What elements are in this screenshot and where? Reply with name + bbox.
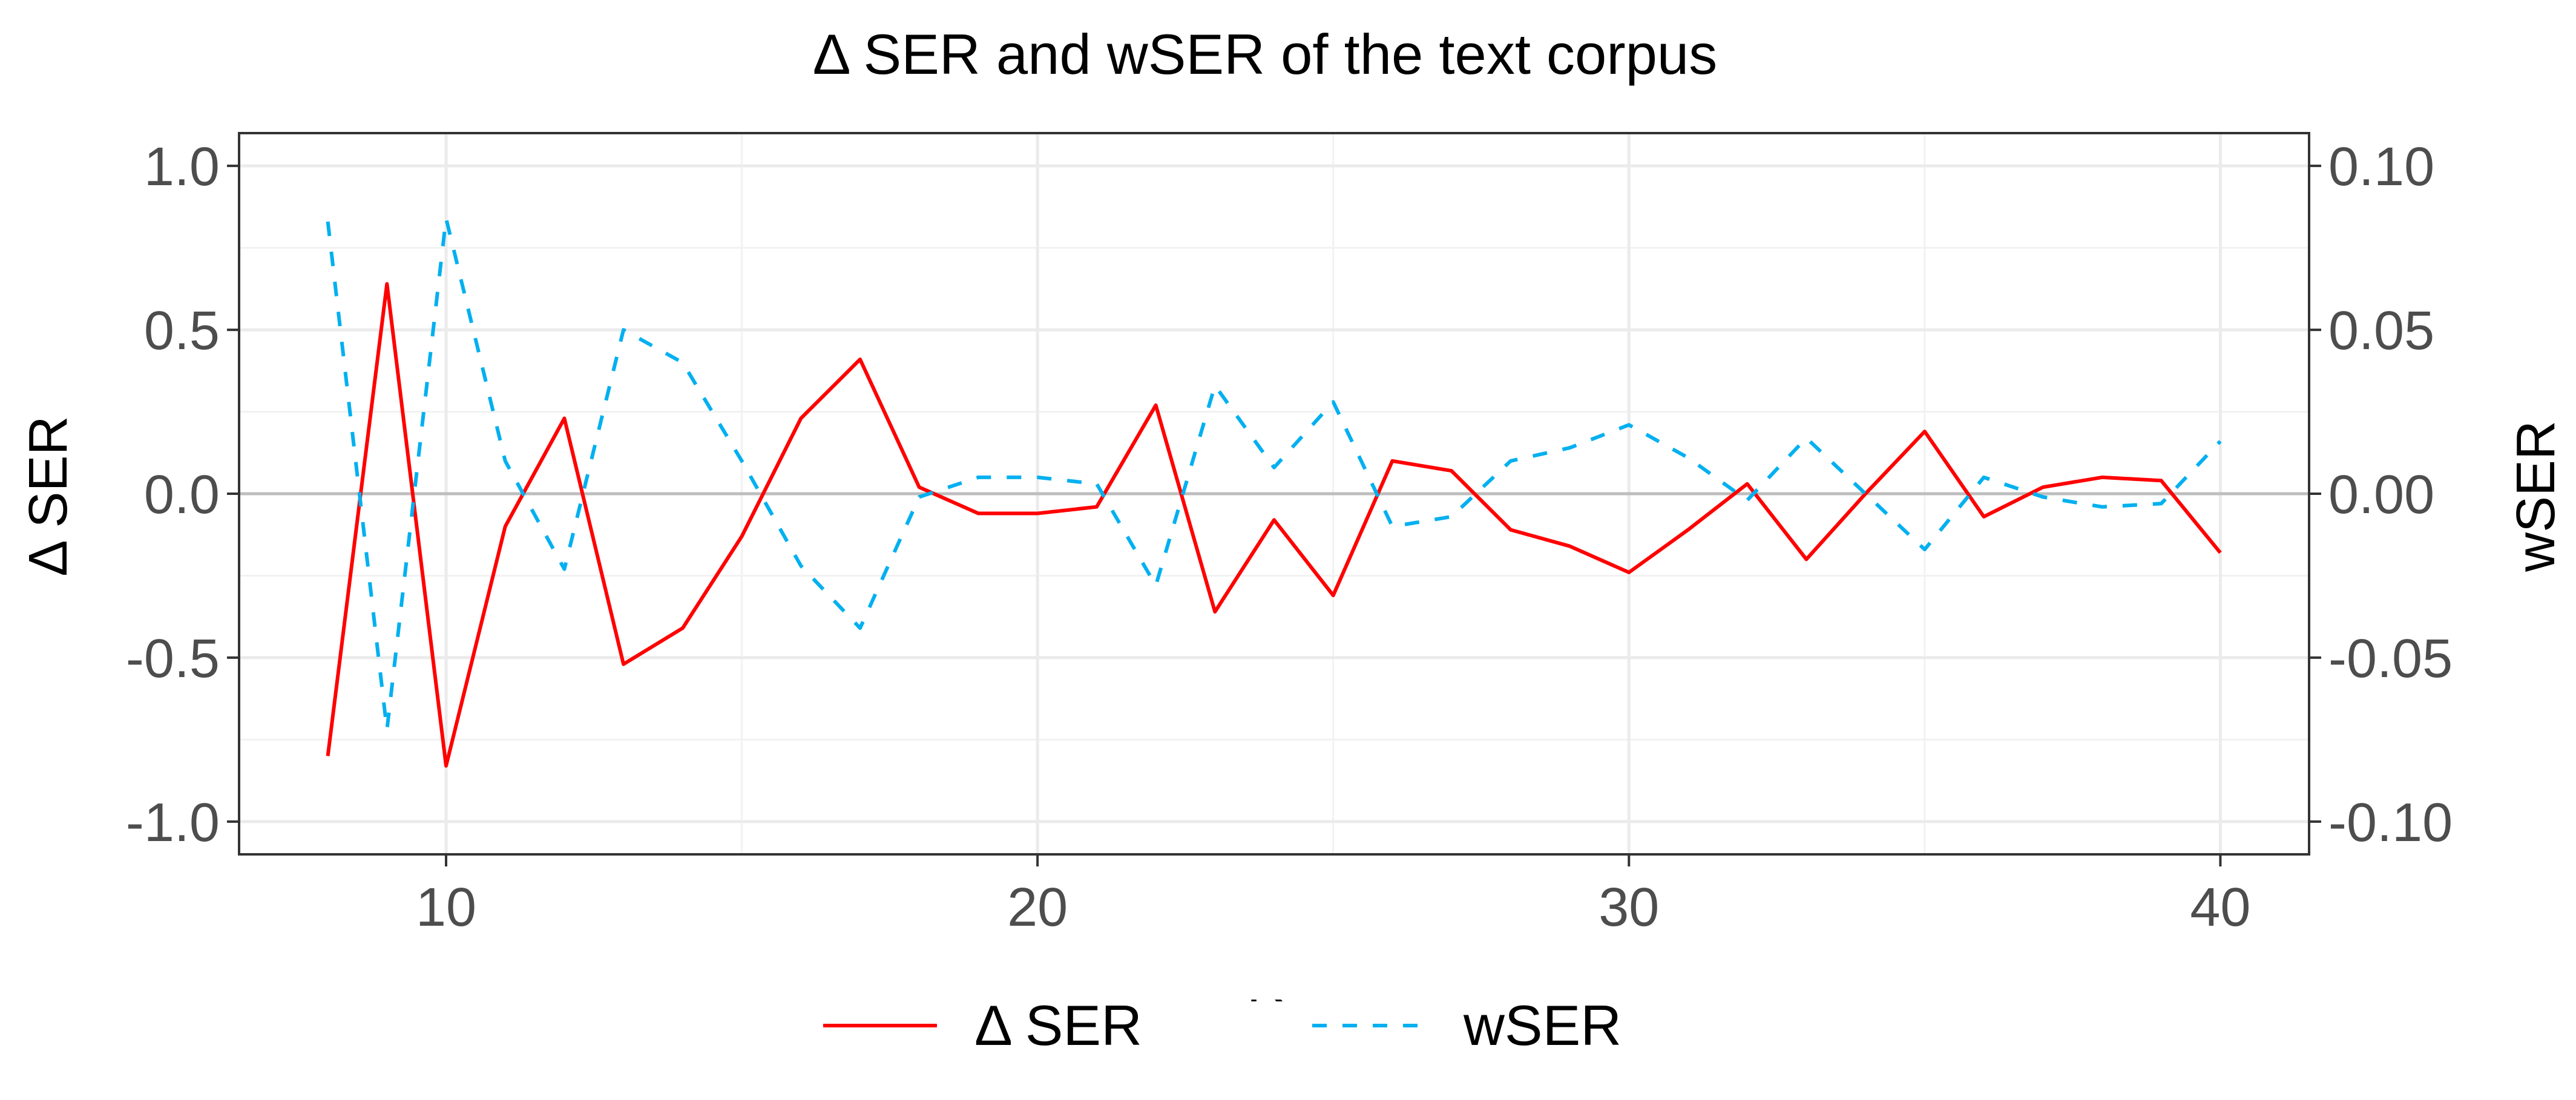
x-tick-label: 20 xyxy=(1007,877,1068,938)
y-tick-label: 0.5 xyxy=(144,301,220,361)
series-lines xyxy=(326,216,2222,768)
y-tick-label: 1.0 xyxy=(144,137,220,197)
legend: Δ SER wSER xyxy=(823,994,1622,1057)
x-tick-label: 40 xyxy=(2190,877,2250,938)
y-tick-label: -0.5 xyxy=(126,629,220,689)
axis-ticks: -1.0 -0.5 0.0 0.5 1.0 -0.10 -0.05 0.00 0.05 0.10 1… xyxy=(126,137,2453,938)
y2-tick-label: 0.10 xyxy=(2328,137,2434,197)
y2-tick-label: -0.05 xyxy=(2328,629,2453,689)
y-tick-label: 0.0 xyxy=(144,465,220,525)
y2-axis-title: wSER xyxy=(2506,421,2566,572)
y-tick-label: -1.0 xyxy=(126,793,220,853)
legend-label-wser: wSER xyxy=(1463,994,1622,1057)
legend-background xyxy=(726,963,1816,1000)
y-axis-title: Δ SER xyxy=(18,416,79,576)
y2-tick-label: 0.05 xyxy=(2328,301,2434,361)
x-tick-label: 30 xyxy=(1598,877,1659,938)
y2-tick-label: 0.00 xyxy=(2328,465,2434,525)
chart-title: Δ SER and wSER of the text corpus xyxy=(813,22,1717,86)
x-tick-label: 10 xyxy=(416,877,476,938)
series-line-delta-ser xyxy=(326,282,2222,768)
series-line-wser xyxy=(326,216,2222,732)
legend-label-delta-ser: Δ SER xyxy=(974,994,1142,1057)
y2-tick-label: -0.10 xyxy=(2328,793,2453,853)
